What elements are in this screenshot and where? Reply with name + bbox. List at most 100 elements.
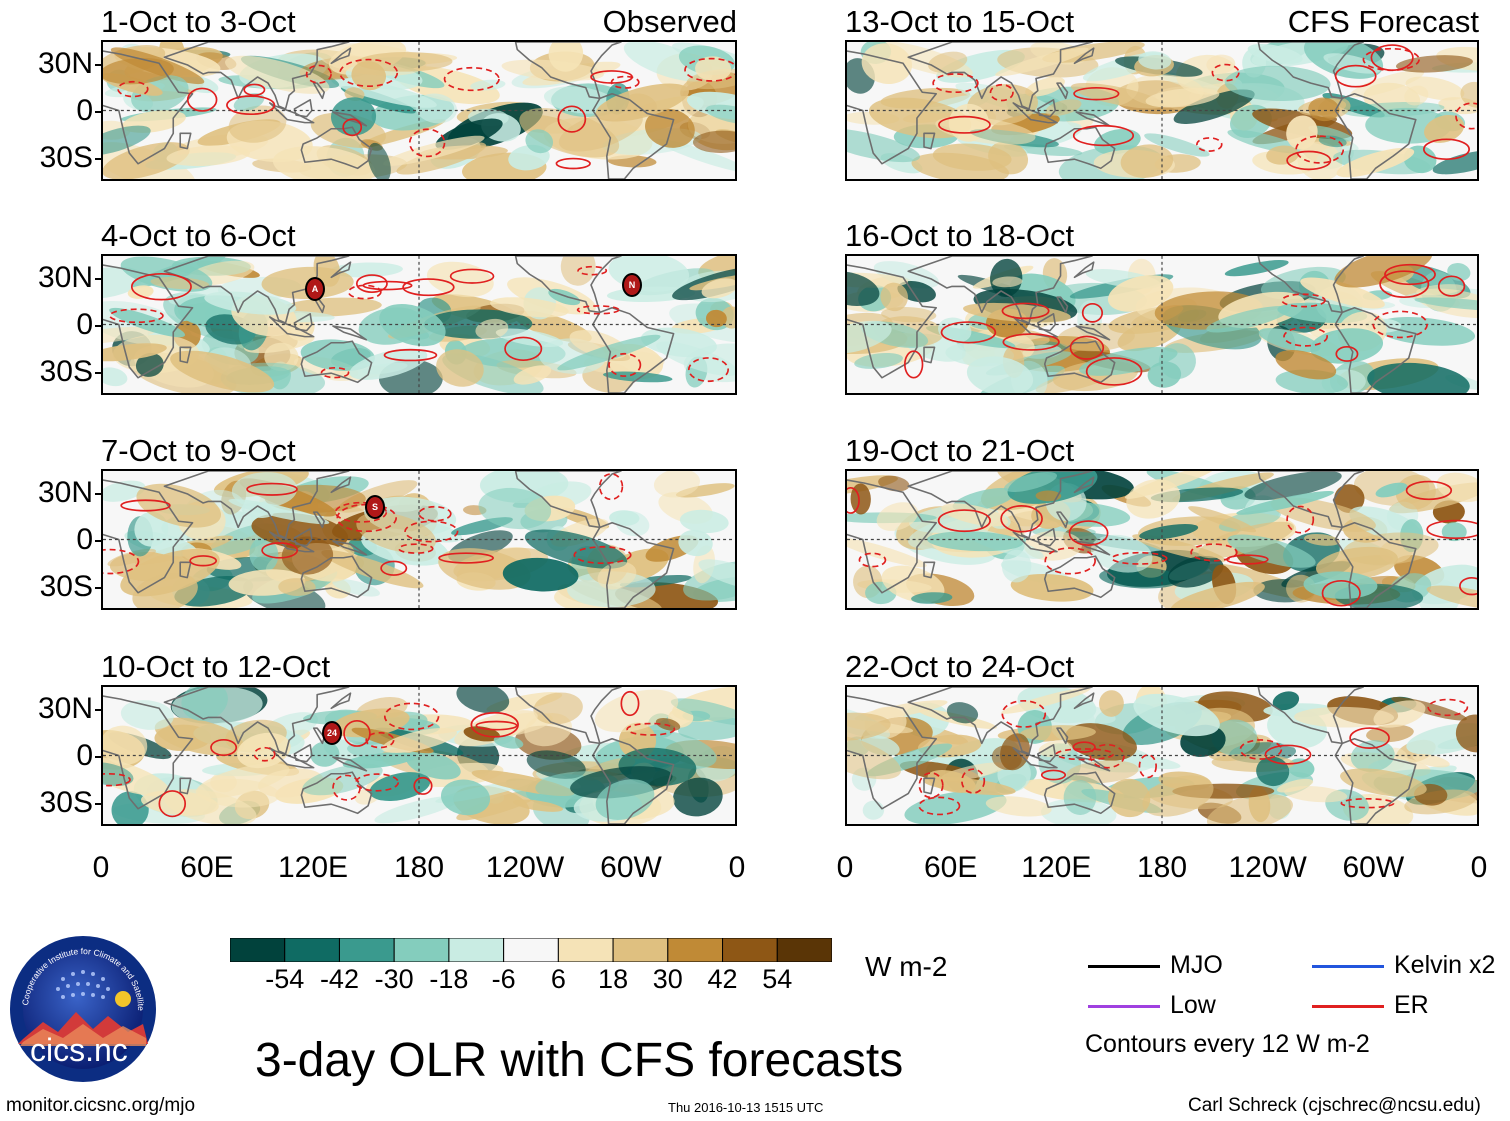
colorbar-swatch xyxy=(503,937,559,963)
latitude-label: 30S xyxy=(39,140,93,174)
latitude-tick xyxy=(95,708,101,711)
longitude-label: 60E xyxy=(923,851,978,884)
olr-anomaly-map xyxy=(847,471,1477,608)
website-link[interactable]: monitor.cicsnc.org/mjo xyxy=(6,1095,196,1116)
colorbar-tick-label: -30 xyxy=(374,964,414,994)
storm-marker: 24 xyxy=(322,721,342,745)
latitude-tick xyxy=(95,586,101,589)
colorbar-tick-label: -18 xyxy=(429,964,469,994)
longitude-label: 120E xyxy=(1021,851,1092,884)
latitude-label: 30N xyxy=(37,46,93,80)
latitude-tick xyxy=(95,492,101,495)
colorbar-swatch xyxy=(667,937,724,963)
longitude-label: 0 xyxy=(836,851,854,884)
longitude-label: 120W xyxy=(1228,851,1307,884)
latitude-tick xyxy=(95,63,101,66)
legend-swatch xyxy=(1088,1005,1160,1008)
latitude-label: 30S xyxy=(39,354,93,388)
longitude-label: 120E xyxy=(277,851,349,884)
olr-anomaly-map xyxy=(847,256,1477,393)
panel-title: 19-Oct to 21-Oct xyxy=(845,433,1075,468)
latitude-label: 0 xyxy=(76,738,93,772)
panel-title: 13-Oct to 15-Oct xyxy=(845,4,1075,39)
units-label: W m-2 xyxy=(865,951,948,982)
latitude-label: 30N xyxy=(37,691,93,725)
colorbar-tick-label: -6 xyxy=(491,964,516,994)
olr-map-panel xyxy=(845,254,1479,395)
timestamp: Thu 2016-10-13 1515 UTC xyxy=(668,1100,824,1115)
colorbar-tick-label: 6 xyxy=(550,964,566,994)
longitude-label: 0 xyxy=(1470,851,1488,884)
colorbar-swatch xyxy=(722,937,778,963)
latitude-label: 0 xyxy=(76,93,93,127)
latitude-label: 0 xyxy=(76,522,93,556)
olr-map-panel xyxy=(101,685,737,826)
longitude-label: 60E xyxy=(180,851,234,884)
author-credit: Carl Schreck (cjschrec@ncsu.edu) xyxy=(1188,1095,1481,1116)
colorbar-tick-label: 18 xyxy=(598,964,629,994)
panel-title: 4-Oct to 6-Oct xyxy=(101,218,296,253)
longitude-label: 60W xyxy=(1342,851,1405,884)
colorbar-tick-label: 54 xyxy=(762,964,793,994)
latitude-tick xyxy=(95,802,101,805)
latitude-tick xyxy=(95,277,101,280)
latitude-tick xyxy=(95,755,101,758)
olr-map-panel xyxy=(845,685,1479,826)
storm-marker: N xyxy=(622,273,642,297)
colorbar-swatch xyxy=(338,937,395,963)
olr-anomaly-map xyxy=(103,42,735,179)
colorbar-swatch xyxy=(448,937,505,963)
longitude-label: 0 xyxy=(728,851,746,884)
latitude-tick xyxy=(95,324,101,327)
latitude-label: 30S xyxy=(39,569,93,603)
olr-map-panel xyxy=(845,40,1479,181)
panel-title: 10-Oct to 12-Oct xyxy=(101,649,331,684)
latitude-tick xyxy=(95,371,101,374)
olr-anomaly-map xyxy=(103,687,735,824)
panel-title: 1-Oct to 3-Oct xyxy=(101,4,296,39)
olr-map-panel xyxy=(101,40,737,181)
legend-label: Low xyxy=(1170,991,1216,1019)
latitude-label: 30N xyxy=(37,260,93,294)
logo-text: cics.nc xyxy=(30,1032,128,1068)
colorbar-swatch xyxy=(284,937,340,963)
olr-map-panel xyxy=(101,254,737,395)
panel-title: 16-Oct to 18-Oct xyxy=(845,218,1075,253)
olr-map-panel xyxy=(845,469,1479,610)
longitude-label: 0 xyxy=(92,851,110,884)
panel-source-label: Observed xyxy=(602,4,737,39)
logo-globe-icon: Cooperative Institute for Climate and Sa… xyxy=(6,926,156,1082)
panel-title: 22-Oct to 24-Oct xyxy=(845,649,1075,684)
storm-marker: S xyxy=(365,495,385,519)
colorbar-swatch xyxy=(557,937,614,963)
contour-note: Contours every 12 W m-2 xyxy=(1085,1030,1370,1058)
latitude-label: 0 xyxy=(76,307,93,341)
legend-label: MJO xyxy=(1170,951,1223,979)
olr-anomaly-map xyxy=(103,256,735,393)
colorbar-swatch xyxy=(229,937,286,963)
colorbar-tick-label: -42 xyxy=(319,964,359,994)
latitude-tick xyxy=(95,539,101,542)
figure-title: 3-day OLR with CFS forecasts xyxy=(255,1034,904,1087)
colorbar-tick-label: 42 xyxy=(707,964,738,994)
cics-logo: Cooperative Institute for Climate and Sa… xyxy=(6,926,158,1084)
legend-swatch xyxy=(1088,965,1160,968)
colorbar-swatch xyxy=(776,937,833,963)
olr-anomaly-map xyxy=(847,42,1477,179)
legend-label: ER xyxy=(1394,991,1429,1019)
latitude-tick xyxy=(95,157,101,160)
longitude-label: 60W xyxy=(600,851,662,884)
olr-anomaly-map xyxy=(103,471,735,608)
colorbar-swatch xyxy=(612,937,669,963)
olr-anomaly-map xyxy=(847,687,1477,824)
colorbar-tick-label: 30 xyxy=(652,964,683,994)
latitude-tick xyxy=(95,110,101,113)
legend-swatch xyxy=(1312,965,1384,968)
longitude-label: 180 xyxy=(1136,851,1188,884)
legend-label: Kelvin x2 xyxy=(1394,951,1496,979)
storm-marker: A xyxy=(305,277,325,301)
panel-title: 7-Oct to 9-Oct xyxy=(101,433,296,468)
panel-source-label: CFS Forecast xyxy=(1287,4,1479,39)
colorbar-swatches xyxy=(229,937,833,963)
colorbar-swatch xyxy=(393,937,450,963)
